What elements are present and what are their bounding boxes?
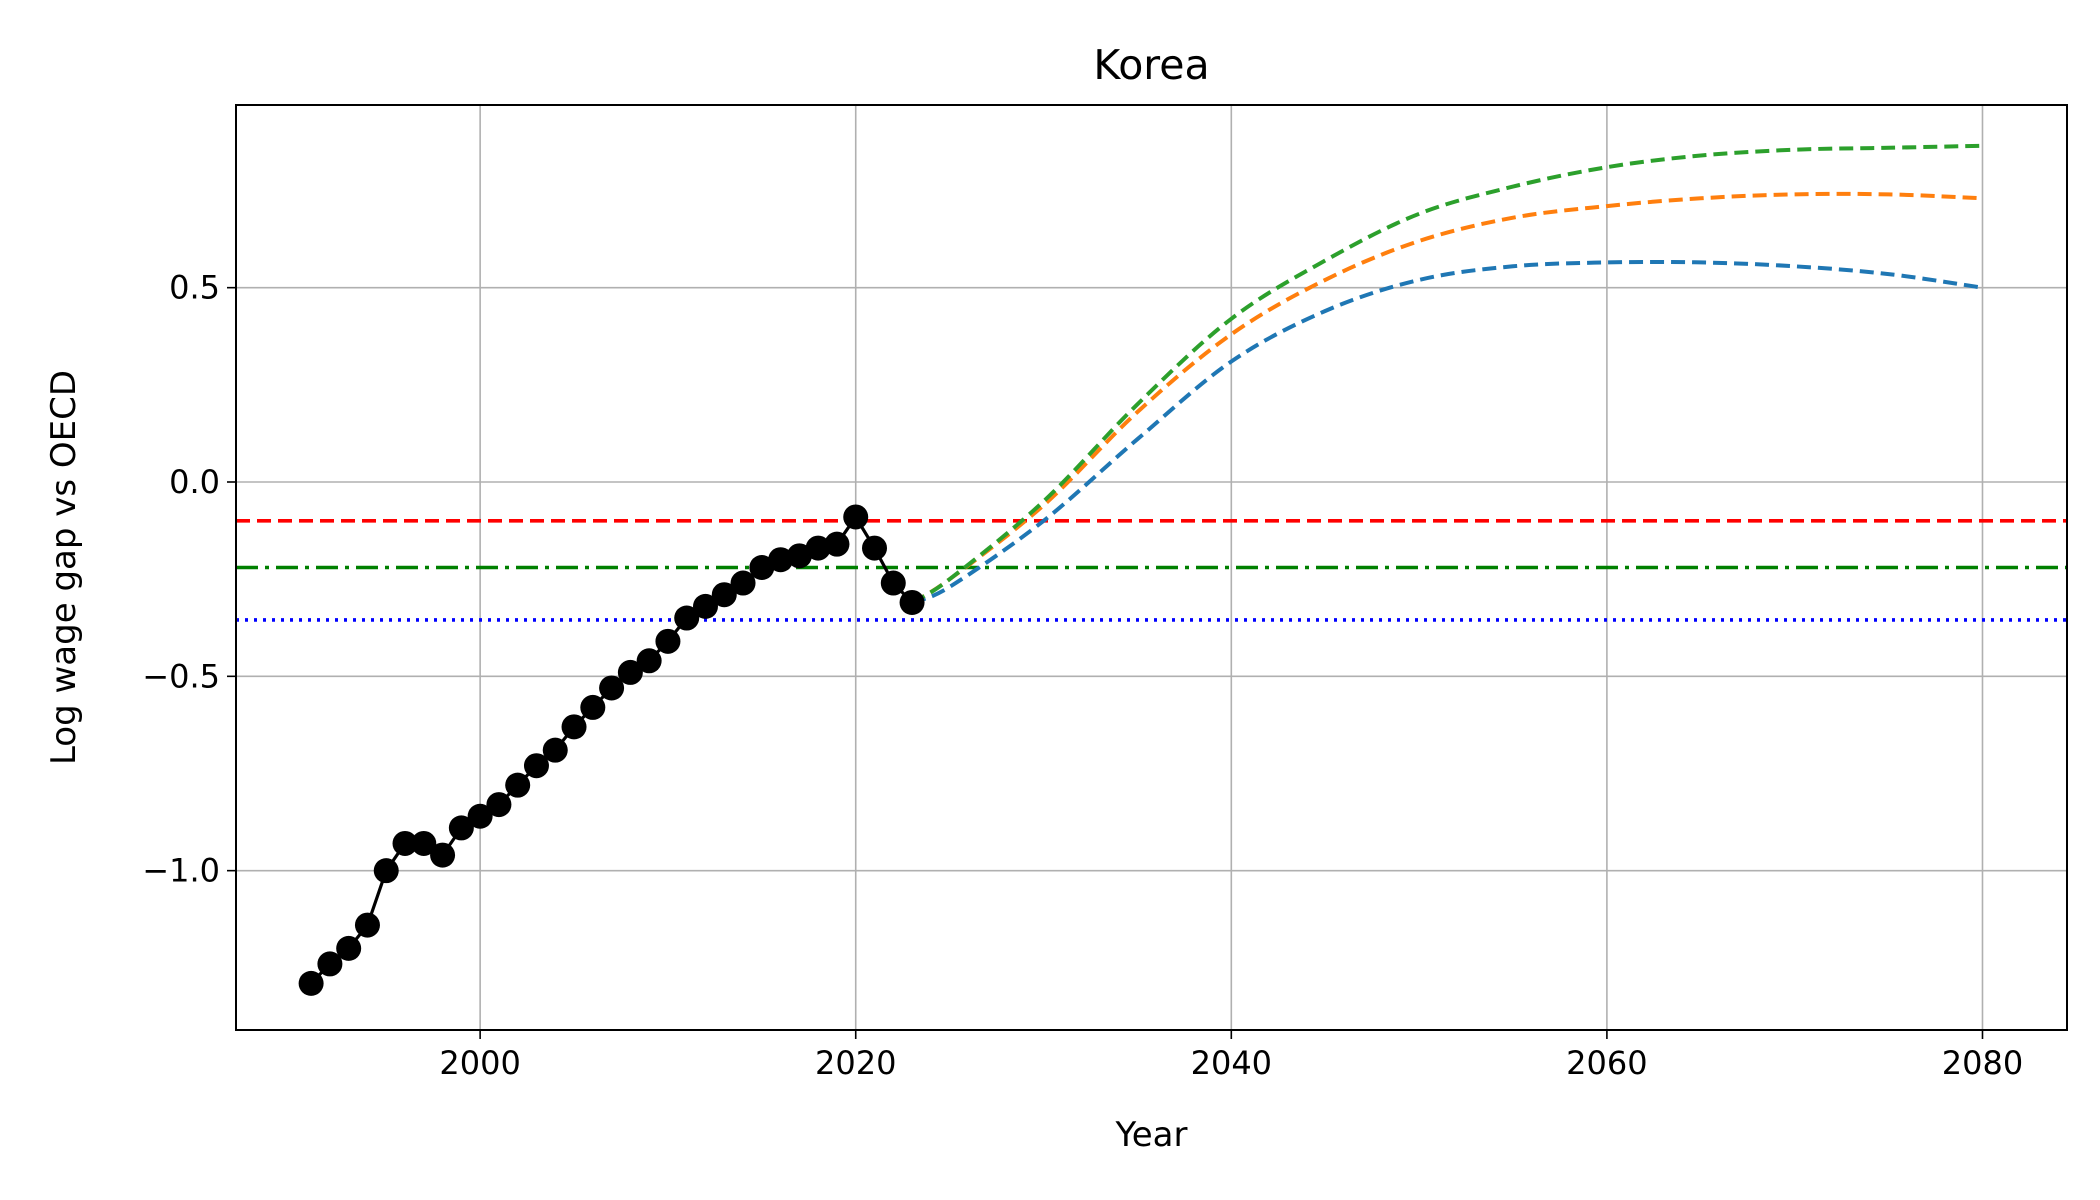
historical-point xyxy=(617,659,643,685)
historical-point xyxy=(655,628,681,654)
historical-point xyxy=(448,815,474,841)
historical-point xyxy=(805,535,831,561)
x-axis-label: Year xyxy=(1115,1115,1188,1155)
y-axis-label: Log wage gap vs OECD xyxy=(44,370,84,765)
historical-point xyxy=(843,504,869,530)
y-tick-label: 0.5 xyxy=(169,269,220,307)
historical-point xyxy=(542,737,568,763)
historical-point xyxy=(749,555,775,580)
historical-point xyxy=(674,605,700,631)
historical-point xyxy=(862,535,888,561)
projection-line xyxy=(911,191,1983,605)
reference-lines xyxy=(236,519,2067,622)
chart-title: Korea xyxy=(1093,41,1209,89)
x-tick-label: 2080 xyxy=(1942,1044,2023,1082)
historical-point xyxy=(824,531,850,557)
axis-ticks: 2000 2020 2040 2060 2080 0.5 0.0 −0.5 −1.0 xyxy=(142,269,2023,1082)
historical-point xyxy=(711,582,737,608)
historical-point xyxy=(786,543,812,569)
historical-point xyxy=(692,593,718,619)
historical-point xyxy=(523,753,549,779)
x-tick-label: 2020 xyxy=(815,1044,896,1082)
historical-point xyxy=(561,714,587,740)
projection-series xyxy=(911,143,1983,605)
historical-point xyxy=(505,772,531,798)
y-tick-label: −1.0 xyxy=(142,852,220,890)
historical-point xyxy=(411,830,437,856)
historical-point xyxy=(354,912,380,938)
grid xyxy=(236,105,2067,1030)
historical-series xyxy=(298,504,925,996)
historical-point xyxy=(392,830,418,856)
x-tick-label: 2040 xyxy=(1191,1044,1272,1082)
x-tick-label: 2000 xyxy=(439,1044,520,1082)
projection-line xyxy=(911,259,1983,605)
historical-point xyxy=(730,570,756,596)
historical-point xyxy=(336,935,362,961)
historical-point xyxy=(298,970,324,996)
historical-point xyxy=(899,589,925,615)
historical-point xyxy=(373,858,399,884)
historical-point xyxy=(880,570,906,596)
x-tick-label: 2060 xyxy=(1566,1044,1647,1082)
y-tick-label: 0.0 xyxy=(169,463,220,501)
historical-point xyxy=(317,951,343,977)
historical-point xyxy=(636,648,662,674)
y-tick-label: −0.5 xyxy=(142,657,220,695)
historical-point xyxy=(467,803,493,829)
historical-point xyxy=(580,694,606,720)
historical-point xyxy=(486,792,512,818)
historical-point xyxy=(430,842,456,868)
plot-frame xyxy=(235,104,2068,1031)
historical-point xyxy=(768,547,794,573)
historical-point xyxy=(599,675,625,701)
